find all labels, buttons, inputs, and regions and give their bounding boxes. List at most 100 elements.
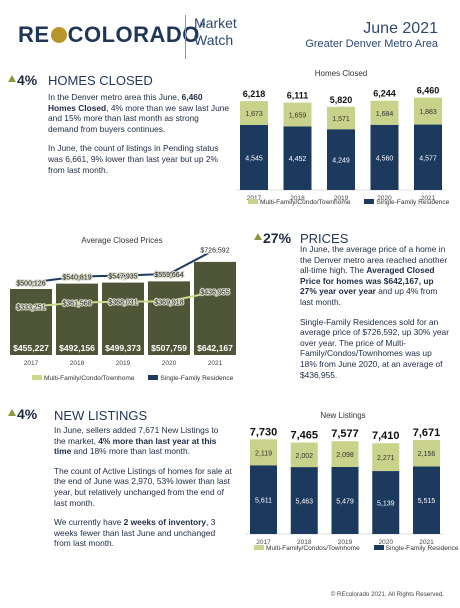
value-label-single-family-2018: 4,452 <box>289 156 307 163</box>
point-multi-family-2021 <box>213 289 217 294</box>
x-tick-label-2020: 2020 <box>377 195 392 202</box>
market-watch-title: Market Watch <box>194 15 237 49</box>
legend-multi-label: Multi-Family/Condo/Townhome <box>44 375 135 382</box>
value-label-multi-family-2021: 2,156 <box>418 451 436 458</box>
new-listings-legend: Multi-Family/Condos/Townhome Single-Fami… <box>254 545 460 552</box>
value-label-average-price-2017: $455,227 <box>13 343 49 353</box>
legend-swatch-multi <box>254 545 264 550</box>
x-tick-label-2018: 2018 <box>70 360 85 367</box>
value-label-single-family-2018: 5,463 <box>295 499 313 506</box>
value-label-average-price-2018: $492,156 <box>59 343 95 353</box>
new-listings-chart: New Listings 5,611 2,119 7,730 2017 5,463 2,00… <box>236 408 450 556</box>
legend-swatch-single <box>373 545 384 550</box>
bar-multi-family-2021 <box>414 97 442 125</box>
legend-single-label: Single-Family Residence <box>376 199 450 206</box>
point-single-family-2021 <box>213 247 217 252</box>
bar-multi-family-2020 <box>370 100 399 125</box>
new-listings-change-badge: 4% <box>8 406 37 422</box>
value-label-multi-family-2020: 2,271 <box>377 455 395 462</box>
value-label-multi-family-2019: 2,098 <box>336 452 354 459</box>
value-label-single-family-2018: $540,819 <box>62 275 91 282</box>
bar-average-price-2018 <box>56 283 98 355</box>
average-closed-prices-chart: Average Closed Prices $455,227 2017 $492,15… <box>4 231 240 373</box>
logo-registered-mark: ® <box>199 22 206 29</box>
total-label-2017: 6,218 <box>243 89 266 99</box>
up-arrow-icon <box>254 233 262 240</box>
value-label-single-family-2020: 5,139 <box>377 501 395 508</box>
x-tick-label-2021: 2021 <box>208 360 223 367</box>
up-arrow-icon <box>8 409 16 416</box>
report-area: Greater Denver Metro Area <box>305 38 438 50</box>
bar-single-family-2018 <box>283 126 312 190</box>
x-tick-label-2019: 2019 <box>334 195 349 202</box>
x-tick-label-2019: 2019 <box>116 360 131 367</box>
value-label-single-family-2021: 5,515 <box>418 498 436 505</box>
bar-multi-family-2019 <box>331 441 359 467</box>
bar-single-family-2018 <box>290 467 318 534</box>
total-label-2018: 6,111 <box>287 91 309 101</box>
prices-text: In June, the average price of a home in … <box>300 244 450 389</box>
legend-swatch-multi <box>248 199 258 204</box>
point-multi-family-2019 <box>121 299 125 304</box>
homes-closed-chart-svg: Homes Closed 4,545 1,673 6,218 2017 4,452 1,65… <box>236 69 446 202</box>
value-label-single-family-2019: 5,479 <box>336 498 354 505</box>
value-label-single-family-2017: 5,611 <box>255 498 272 505</box>
bar-average-price-2021 <box>194 261 236 355</box>
legend-multi-label: Multi-Family/Condo/Townhome <box>260 199 351 206</box>
legend-swatch-single <box>148 375 159 380</box>
logo-text-re: RE <box>18 22 50 47</box>
bar-multi-family-2017 <box>240 101 268 126</box>
legend-single-label: Single-Family Residence <box>385 545 459 552</box>
value-label-multi-family-2021: 1,883 <box>419 109 437 116</box>
point-single-family-2017 <box>29 280 33 285</box>
point-multi-family-2018 <box>75 300 79 305</box>
total-label-2017: 7,730 <box>250 426 278 438</box>
legend-multi-label: Multi-Family/Condos/Townhome <box>266 545 360 552</box>
homes-closed-paragraph-2: In June, the count of listings in Pendin… <box>48 143 219 175</box>
x-tick-label-2020: 2020 <box>379 539 394 546</box>
bar-single-family-2017 <box>250 465 277 534</box>
bar-multi-family-2020 <box>372 443 400 472</box>
value-label-multi-family-2021: $436,955 <box>200 290 229 297</box>
average-closed-prices-chart-svg: Average Closed Prices $455,227 2017 $492,15… <box>10 236 236 367</box>
x-tick-label-2021: 2021 <box>421 195 436 202</box>
new-listings-change: 4% <box>17 406 38 422</box>
x-tick-label-2018: 2018 <box>297 539 312 546</box>
prices-change: 27% <box>263 230 292 246</box>
point-single-family-2019 <box>121 273 125 278</box>
total-label-2019: 5,820 <box>330 95 353 105</box>
x-tick-label-2019: 2019 <box>338 539 353 546</box>
homes-closed-heading: HOMES CLOSED <box>48 73 153 88</box>
value-label-multi-family-2019: 1,571 <box>332 116 350 123</box>
chart-title: New Listings <box>320 411 365 420</box>
prices-change-badge: 27% <box>254 230 291 246</box>
prices-heading: PRICES <box>300 231 349 246</box>
total-label-2021: 6,460 <box>417 86 440 96</box>
watch-label: Watch <box>194 32 234 48</box>
value-label-single-family-2020: 4,560 <box>376 155 394 162</box>
total-label-2021: 7,671 <box>413 427 441 439</box>
value-label-multi-family-2019: $368,031 <box>108 300 137 307</box>
prices-paragraph-1: In June, the average price of a home in … <box>300 244 448 307</box>
point-multi-family-2017 <box>29 304 33 309</box>
bar-single-family-2021 <box>414 124 442 190</box>
bar-multi-family-2017 <box>250 439 277 466</box>
x-tick-label-2021: 2021 <box>419 539 434 546</box>
homes-closed-change-badge: 4% <box>8 72 37 88</box>
value-label-single-family-2017: $500,126 <box>16 280 45 287</box>
x-tick-label-2020: 2020 <box>162 360 177 367</box>
value-label-multi-family-2018: 2,002 <box>295 453 313 460</box>
homes-closed-legend: Multi-Family/Condo/Townhome Single-Famil… <box>248 199 460 206</box>
mountain-logo-icon <box>50 27 67 43</box>
value-label-multi-family-2017: $333,251 <box>16 305 45 312</box>
x-tick-label-2018: 2018 <box>290 195 305 202</box>
bar-average-price-2017 <box>10 288 52 355</box>
homes-closed-text: In the Denver metro area this June, 6,46… <box>48 92 230 184</box>
new-listings-text: In June, sellers added 7,671 New Listing… <box>54 425 232 558</box>
new-listings-paragraph-3: We currently have 2 weeks of inventory, … <box>54 517 216 549</box>
bar-average-price-2020 <box>148 281 190 355</box>
homes-closed-paragraph-1: In the Denver metro area this June, 6,46… <box>48 92 230 134</box>
report-month: June 2021 <box>363 20 438 37</box>
total-label-2018: 7,465 <box>290 430 318 442</box>
recolorado-logo: RE COLORADO® <box>18 22 206 48</box>
